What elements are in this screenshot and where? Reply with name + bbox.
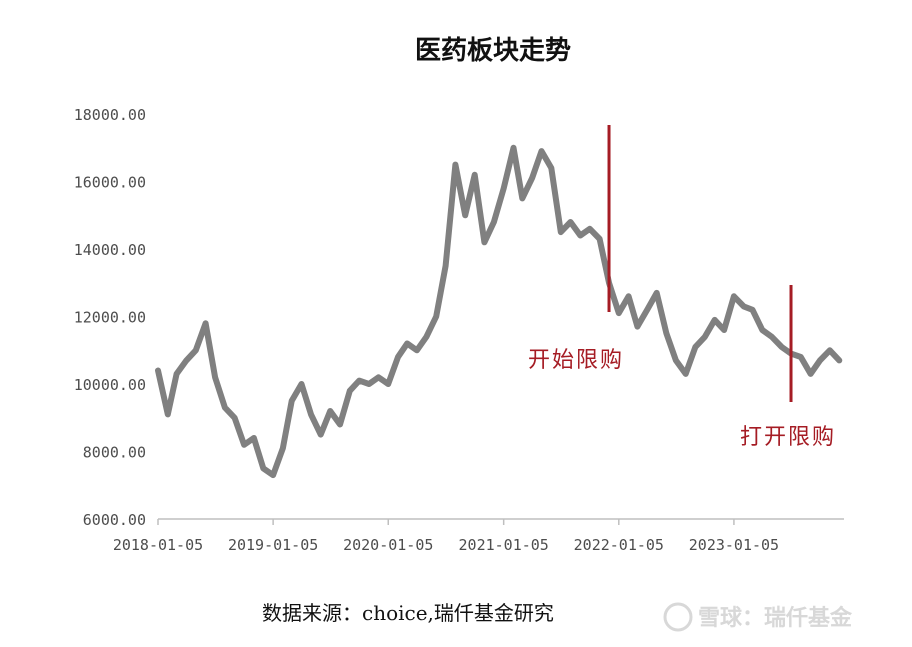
y-tick-label: 12000.00	[74, 309, 146, 327]
x-tick-label: 2020-01-05	[343, 536, 433, 554]
watermark: 雪球：瑞仟基金	[663, 602, 853, 632]
y-tick-label: 18000.00	[74, 106, 146, 124]
annotation-label: 打开限购	[740, 425, 836, 450]
x-tick-label: 2021-01-05	[459, 536, 549, 554]
y-axis: 18000.00 16000.00 14000.00 12000.00 10000.00…	[74, 106, 146, 529]
x-tick-label: 2023-01-05	[689, 536, 779, 554]
x-tick-label: 2022-01-05	[574, 536, 664, 554]
y-tick-label: 6000.00	[83, 511, 146, 529]
watermark-text: 雪球：瑞仟基金	[698, 605, 853, 631]
series-layer	[155, 144, 843, 479]
y-tick-label: 10000.00	[74, 376, 146, 394]
annotation-label: 开始限购	[528, 348, 624, 373]
x-axis: 2018-01-05 2019-01-05 2020-01-05 2021-01-05…	[113, 518, 844, 554]
y-tick-label: 14000.00	[74, 241, 146, 259]
x-tick-label: 2018-01-05	[113, 536, 203, 554]
watermark-logo-icon	[663, 602, 693, 632]
chart-title: 医药板块走势	[415, 36, 571, 66]
y-tick-label: 8000.00	[83, 444, 146, 462]
series-line	[155, 144, 843, 479]
x-tick-label: 2019-01-05	[228, 536, 318, 554]
y-tick-label: 16000.00	[74, 174, 146, 192]
source-note: 数据来源：choice,瑞仟基金研究	[262, 601, 554, 625]
